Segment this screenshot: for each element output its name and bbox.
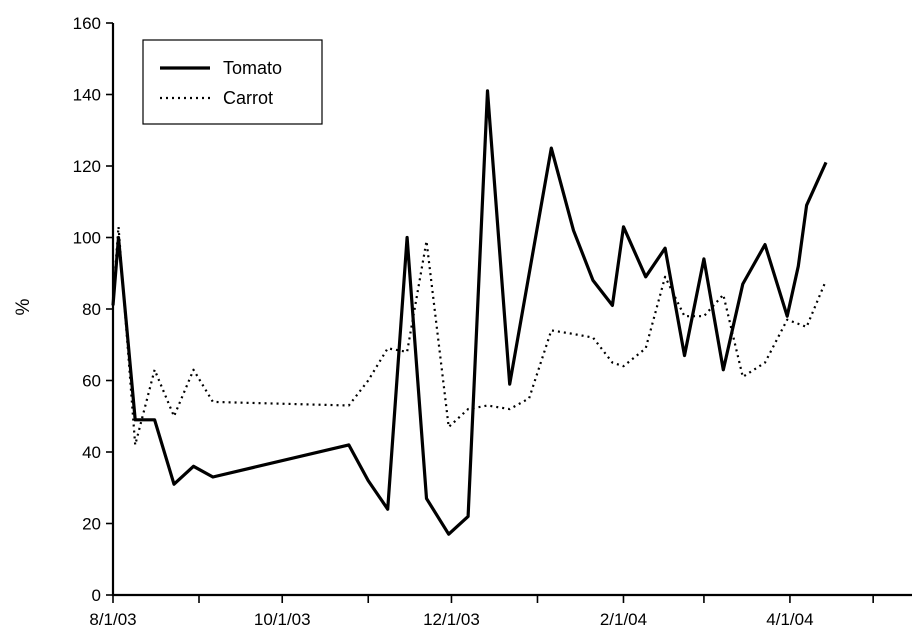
y-tick-label: 160 [73,14,101,33]
axes: 0 20 40 60 80 100 120 140 160 8/1/03 10/1/03 12/1/0… [73,14,912,629]
x-tick-label: 4/1/04 [766,610,813,629]
plot-area [111,89,828,536]
y-tick-label: 100 [73,229,101,248]
x-tick-label: 10/1/03 [254,610,311,629]
x-tick-label: 8/1/03 [89,610,136,629]
y-tick-label: 120 [73,157,101,176]
series-line-tomato [111,89,828,536]
x-tick-label: 12/1/03 [423,610,480,629]
legend: Tomato Carrot [142,39,323,125]
y-tick-label: 20 [82,515,101,534]
x-tick-label: 2/1/04 [600,610,647,629]
y-tick-label: 80 [82,300,101,319]
legend-label-tomato: Tomato [223,58,282,78]
y-tick-label: 140 [73,86,101,105]
y-tick-label: 40 [82,443,101,462]
legend-label-carrot: Carrot [223,88,273,108]
y-tick-label: 60 [82,372,101,391]
y-tick-label: 0 [92,586,101,605]
y-axis-title: % [13,298,34,315]
legend-box [142,39,323,125]
series-line-carrot [111,225,828,446]
